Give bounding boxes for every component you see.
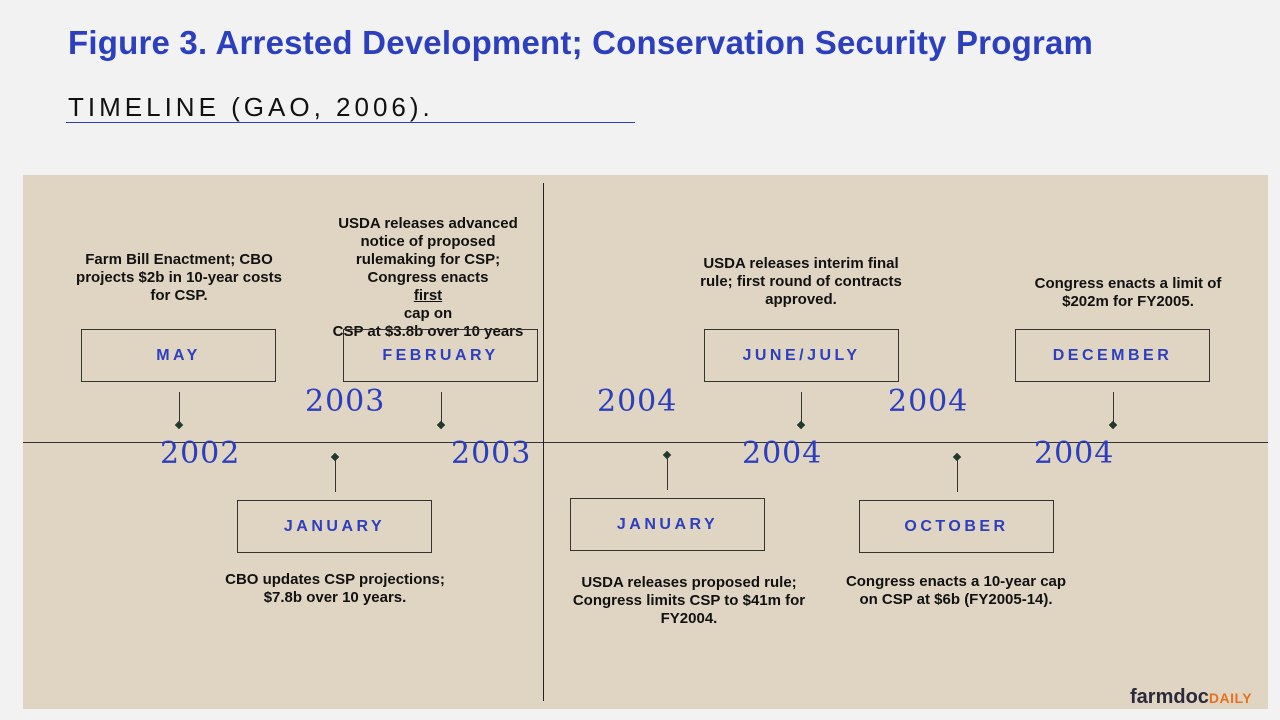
year-label-oct-2004: 2004 (888, 384, 969, 419)
event-desc-jan-2004: USDA releases proposed rule; Congress li… (572, 574, 806, 627)
connector-feb-2003 (441, 392, 442, 424)
farmdoc-daily-logo: farmdocDAILY (1130, 686, 1253, 708)
year-label-may-2002: 2002 (160, 436, 241, 471)
month-box-jan-2004: JANUARY (570, 498, 765, 551)
event-desc-oct-2004: Congress enacts a 10-year cap on CSP at … (845, 573, 1067, 608)
month-box-dec-2004: DECEMBER (1015, 329, 1210, 382)
connector-jan-2004 (667, 458, 668, 490)
month-box-junjul-2004: JUNE/JULY (704, 329, 899, 382)
year-label-dec-2004: 2004 (1034, 436, 1115, 471)
event-desc-may-2002: Farm Bill Enactment; CBO projects $2b in… (76, 251, 282, 304)
connector-junjul-2004 (801, 392, 802, 424)
timeline-axis (23, 442, 1268, 443)
year-label-junjul-2004: 2004 (742, 436, 823, 471)
year-label-jan-2003: 2003 (305, 384, 386, 419)
month-box-may-2002: MAY (81, 329, 276, 382)
event-desc-jan-2003: CBO updates CSP projections; $7.8b over … (225, 571, 445, 606)
figure-subtitle: TIMELINE (GAO, 2006). (68, 92, 434, 122)
event-desc-dec-2004: Congress enacts a limit of $202m for FY2… (1034, 275, 1222, 310)
event-desc-junjul-2004: USDA releases interim final rule; first … (700, 255, 902, 308)
figure-title: Figure 3. Arrested Development; Conserva… (68, 24, 1094, 61)
month-box-feb-2003: FEBRUARY (343, 329, 538, 382)
month-box-oct-2004: OCTOBER (859, 500, 1054, 553)
year-label-jan-2004: 2004 (597, 384, 678, 419)
connector-may-2002 (179, 392, 180, 424)
connector-jan-2003 (335, 460, 336, 492)
year-divider (543, 183, 544, 701)
event-desc-feb-2003: USDA releases advanced notice of propose… (332, 215, 524, 340)
subtitle-underline (66, 122, 635, 123)
month-box-jan-2003: JANUARY (237, 500, 432, 553)
connector-dec-2004 (1113, 392, 1114, 424)
connector-oct-2004 (957, 460, 958, 492)
year-label-feb-2003: 2003 (451, 436, 532, 471)
